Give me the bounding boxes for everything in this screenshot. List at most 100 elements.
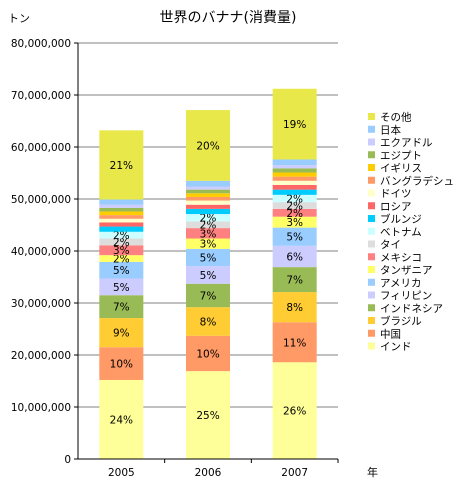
data-label: 24% (110, 414, 133, 426)
legend-label: エクアドル (380, 137, 433, 149)
legend-label: ブルンジ (380, 213, 422, 226)
y-tick-label: 10,000,000 (11, 402, 71, 414)
bar-segment (272, 216, 317, 228)
legend-swatch (368, 240, 375, 248)
legend-swatch (368, 125, 375, 133)
x-tick-label: 2007 (281, 467, 308, 479)
legend-label: アメリカ (380, 277, 421, 289)
data-label: 5% (113, 265, 130, 277)
legend-label: インドネシア (380, 303, 443, 315)
bar-segment (186, 283, 230, 308)
data-label: 2% (200, 220, 217, 232)
bar-segment (272, 267, 317, 293)
data-label: 20% (196, 140, 219, 152)
legend-label: インド (380, 341, 412, 353)
bar-segment (99, 245, 144, 256)
bar-segment (272, 159, 317, 166)
bar-segment (99, 130, 144, 200)
bar-segment (186, 307, 230, 336)
data-label: 6% (286, 251, 303, 263)
bar-segment (272, 292, 317, 323)
bar-segment (272, 362, 317, 459)
bar-segment (186, 335, 230, 372)
legend-label: 日本 (380, 123, 401, 136)
bar-segment (186, 180, 230, 187)
bar-segment (99, 215, 144, 219)
bar-segment (99, 261, 144, 279)
y-tick-label: 50,000,000 (11, 194, 71, 206)
bars-layer: 24%10%9%7%5%5%2%3%2%2%21%25%10%8%7%5%5%3… (99, 88, 317, 459)
legend-label: メキシコ (380, 252, 422, 264)
bar-segment (99, 207, 144, 212)
legend-swatch (368, 342, 375, 350)
bar-segment (272, 184, 317, 190)
legend-label: バングラデシュ (380, 174, 454, 187)
bar-segment (99, 318, 144, 348)
bar-segment (99, 295, 144, 319)
data-label: 2% (286, 208, 303, 220)
legend-swatch (368, 253, 375, 261)
bar-segment (186, 266, 230, 284)
data-label: 5% (113, 282, 130, 294)
data-label: 2% (286, 193, 303, 205)
bar-segment (186, 186, 230, 190)
data-label: 9% (113, 328, 130, 340)
bar-segment (272, 176, 317, 181)
data-label: 21% (110, 160, 133, 172)
bar-segment (99, 211, 144, 216)
data-label: 2% (113, 254, 130, 266)
bar-segment (272, 245, 317, 268)
legend-label: フィリピン (380, 290, 432, 302)
legend-swatch (368, 329, 375, 337)
legend-swatch (368, 176, 375, 184)
legend-swatch (368, 291, 375, 299)
legend-label: タイ (380, 239, 401, 251)
data-label: 19% (283, 119, 306, 131)
legend-swatch (368, 278, 375, 286)
legend-swatch (368, 113, 375, 120)
bar-segment (272, 189, 317, 195)
x-tick-label: 2006 (195, 467, 222, 479)
legend-swatch (368, 227, 375, 235)
legend-label: ドイツ (380, 188, 412, 200)
data-label: 5% (200, 270, 217, 282)
data-label: 2% (286, 201, 303, 213)
y-tick-label: 30,000,000 (11, 298, 71, 310)
data-label: 5% (286, 232, 303, 244)
bar-segment (186, 221, 230, 229)
data-label: 10% (110, 359, 133, 371)
data-label: 10% (196, 348, 219, 360)
bar-segment (186, 110, 230, 181)
data-label: 5% (200, 253, 217, 265)
chart-title: 世界のバナナ(消費量) (160, 10, 297, 26)
bar-segment (186, 238, 230, 249)
bar-segment (99, 255, 144, 262)
y-tick-label: 40,000,000 (11, 246, 71, 258)
bar-segment (99, 222, 144, 227)
data-label: 7% (113, 302, 130, 314)
data-label: 3% (200, 239, 217, 251)
bar-segment (186, 200, 230, 205)
bar-segment (186, 228, 230, 239)
bar-segment (272, 172, 317, 177)
bar-segment (272, 168, 317, 173)
data-label: 26% (283, 406, 306, 418)
legend-swatch (368, 304, 375, 312)
bar-segment (99, 226, 144, 232)
bar-segment (186, 248, 230, 267)
legend-swatch (368, 317, 375, 324)
legend-label: イギリス (380, 163, 422, 175)
legend-swatch (368, 151, 375, 159)
data-label: 7% (286, 275, 303, 287)
bar-segment (272, 202, 317, 209)
data-label: 3% (200, 228, 217, 240)
bar-segment (99, 347, 144, 380)
bar-segment (186, 204, 230, 209)
legend-swatch (368, 189, 375, 197)
data-label: 2% (113, 237, 130, 249)
y-axis-unit: トン (8, 12, 30, 25)
bar-segment (186, 214, 230, 222)
axes-layer: 0 10,000,000 20,000,000 30,000,000 40,000,00… (11, 38, 339, 479)
